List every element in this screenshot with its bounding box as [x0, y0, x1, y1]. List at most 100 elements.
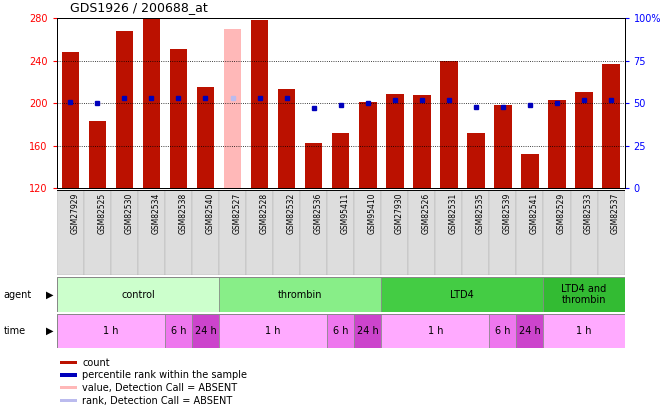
- Bar: [165, 190, 192, 275]
- Bar: [516, 190, 544, 275]
- Bar: [603, 64, 620, 188]
- Bar: [250, 20, 269, 188]
- Text: ▶: ▶: [46, 326, 53, 336]
- Bar: [192, 190, 219, 275]
- Text: GSM82530: GSM82530: [124, 193, 134, 234]
- Text: GSM82529: GSM82529: [557, 193, 566, 234]
- Bar: [462, 190, 490, 275]
- Text: 1 h: 1 h: [103, 326, 119, 336]
- Bar: [59, 373, 77, 377]
- Bar: [490, 190, 516, 275]
- Bar: [575, 92, 593, 188]
- Bar: [467, 133, 485, 188]
- Text: count: count: [82, 358, 110, 368]
- Bar: [61, 52, 79, 188]
- Bar: [300, 190, 327, 275]
- Text: GSM95411: GSM95411: [341, 193, 349, 234]
- Bar: [246, 190, 273, 275]
- Bar: [170, 49, 187, 188]
- Text: GSM82536: GSM82536: [314, 193, 323, 234]
- Text: 1 h: 1 h: [265, 326, 281, 336]
- Bar: [440, 61, 458, 188]
- Text: GSM82527: GSM82527: [232, 193, 242, 234]
- Text: GSM27930: GSM27930: [395, 193, 403, 234]
- Text: GSM82526: GSM82526: [422, 193, 431, 234]
- Bar: [59, 361, 77, 364]
- Text: GSM82534: GSM82534: [152, 193, 160, 234]
- Bar: [516, 314, 544, 348]
- Text: GSM82533: GSM82533: [584, 193, 593, 234]
- Text: ▶: ▶: [46, 290, 53, 300]
- Bar: [381, 277, 544, 312]
- Text: GSM82525: GSM82525: [98, 193, 106, 234]
- Bar: [273, 190, 300, 275]
- Text: GSM95410: GSM95410: [367, 193, 377, 234]
- Text: control: control: [121, 290, 155, 300]
- Bar: [332, 133, 349, 188]
- Bar: [408, 190, 436, 275]
- Bar: [219, 190, 246, 275]
- Text: LTD4: LTD4: [450, 290, 474, 300]
- Bar: [544, 277, 625, 312]
- Bar: [116, 31, 133, 188]
- Text: GSM82539: GSM82539: [503, 193, 512, 234]
- Bar: [143, 17, 160, 188]
- Bar: [59, 399, 77, 403]
- Bar: [219, 277, 381, 312]
- Text: 24 h: 24 h: [357, 326, 379, 336]
- Text: 6 h: 6 h: [495, 326, 510, 336]
- Bar: [84, 190, 111, 275]
- Bar: [138, 190, 165, 275]
- Text: thrombin: thrombin: [278, 290, 323, 300]
- Bar: [57, 190, 84, 275]
- Text: value, Detection Call = ABSENT: value, Detection Call = ABSENT: [82, 383, 237, 392]
- Bar: [327, 190, 354, 275]
- Text: GSM82528: GSM82528: [260, 193, 269, 234]
- Text: GSM82531: GSM82531: [449, 193, 458, 234]
- Text: LTD4 and
thrombin: LTD4 and thrombin: [561, 284, 607, 305]
- Bar: [413, 95, 431, 188]
- Bar: [570, 190, 598, 275]
- Text: GSM82532: GSM82532: [287, 193, 296, 234]
- Text: GSM27929: GSM27929: [70, 193, 79, 234]
- Bar: [57, 277, 219, 312]
- Bar: [544, 314, 625, 348]
- Bar: [111, 190, 138, 275]
- Bar: [196, 87, 214, 188]
- Text: rank, Detection Call = ABSENT: rank, Detection Call = ABSENT: [82, 396, 232, 405]
- Text: GSM82537: GSM82537: [611, 193, 620, 234]
- Text: GSM82538: GSM82538: [178, 193, 188, 234]
- Text: 24 h: 24 h: [194, 326, 216, 336]
- Bar: [436, 190, 462, 275]
- Bar: [354, 314, 381, 348]
- Text: 1 h: 1 h: [428, 326, 443, 336]
- Text: 6 h: 6 h: [333, 326, 349, 336]
- Bar: [89, 122, 106, 188]
- Text: 24 h: 24 h: [519, 326, 541, 336]
- Bar: [354, 190, 381, 275]
- Bar: [544, 190, 570, 275]
- Bar: [224, 29, 241, 188]
- Text: GSM82535: GSM82535: [476, 193, 485, 234]
- Text: time: time: [3, 326, 25, 336]
- Text: GSM82540: GSM82540: [206, 193, 214, 234]
- Bar: [598, 190, 625, 275]
- Bar: [381, 314, 490, 348]
- Bar: [192, 314, 219, 348]
- Text: GDS1926 / 200688_at: GDS1926 / 200688_at: [70, 1, 208, 14]
- Bar: [278, 90, 295, 188]
- Text: GSM82541: GSM82541: [530, 193, 539, 234]
- Bar: [59, 386, 77, 389]
- Bar: [490, 314, 516, 348]
- Bar: [548, 100, 566, 188]
- Text: 1 h: 1 h: [576, 326, 592, 336]
- Bar: [219, 314, 327, 348]
- Bar: [386, 94, 403, 188]
- Bar: [381, 190, 408, 275]
- Bar: [494, 105, 512, 188]
- Bar: [57, 314, 165, 348]
- Bar: [305, 143, 323, 188]
- Text: agent: agent: [3, 290, 31, 300]
- Text: 6 h: 6 h: [171, 326, 186, 336]
- Text: percentile rank within the sample: percentile rank within the sample: [82, 370, 247, 380]
